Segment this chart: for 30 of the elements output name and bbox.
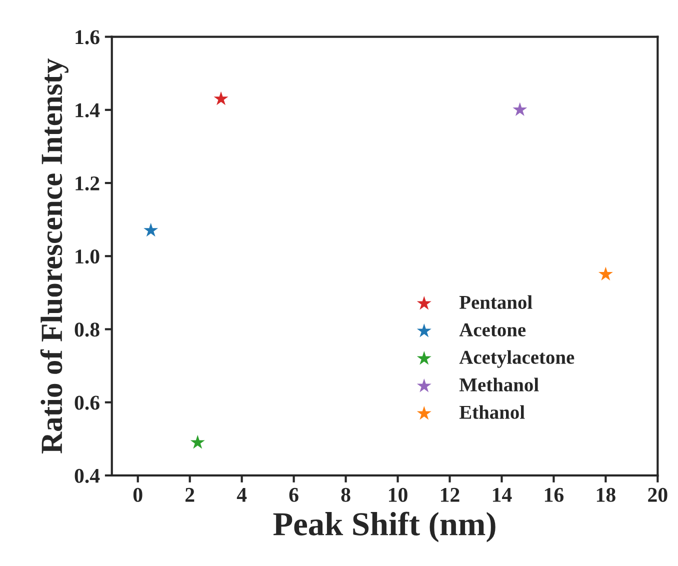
x-tick-label: 14 <box>492 488 512 502</box>
point <box>190 434 205 449</box>
x-tick-label: 6 <box>289 488 298 502</box>
legend-label: Pentanol <box>459 295 532 309</box>
y-axis-title: Ratio of Fluorescence Intensty <box>40 58 68 454</box>
y-tick-label: 0.6 <box>74 396 100 410</box>
point <box>512 102 528 116</box>
point <box>598 266 613 281</box>
y-tick-label: 0.8 <box>74 322 100 337</box>
legend-label: Methanol <box>459 378 539 392</box>
x-tick-label: 10 <box>389 488 408 502</box>
y-tick-label: 1.4 <box>76 103 100 118</box>
point <box>144 222 158 237</box>
x-tick-label: 18 <box>596 488 616 502</box>
legend-label: Acetylacetone <box>459 350 574 368</box>
x-tick-label: 0 <box>133 488 142 502</box>
x-tick-label: 12 <box>440 488 460 502</box>
x-tick-label: 16 <box>544 488 564 502</box>
y-tick-label: 1.6 <box>76 30 100 44</box>
x-axis-title: Peak Shift (nm) <box>273 512 496 542</box>
y-tick-label: 1.2 <box>76 176 100 191</box>
y-tick-label: 1.0 <box>76 249 100 264</box>
y-tick-label: 0.4 <box>74 468 100 483</box>
point <box>214 91 228 106</box>
x-tick-label: 4 <box>236 488 247 502</box>
x-tick-label: 8 <box>341 488 350 502</box>
x-tick-label: 20 <box>648 488 668 502</box>
x-tick-label: 2 <box>186 488 194 502</box>
legend-label: Acetone <box>459 323 526 336</box>
legend-label: Ethanol <box>459 405 525 419</box>
